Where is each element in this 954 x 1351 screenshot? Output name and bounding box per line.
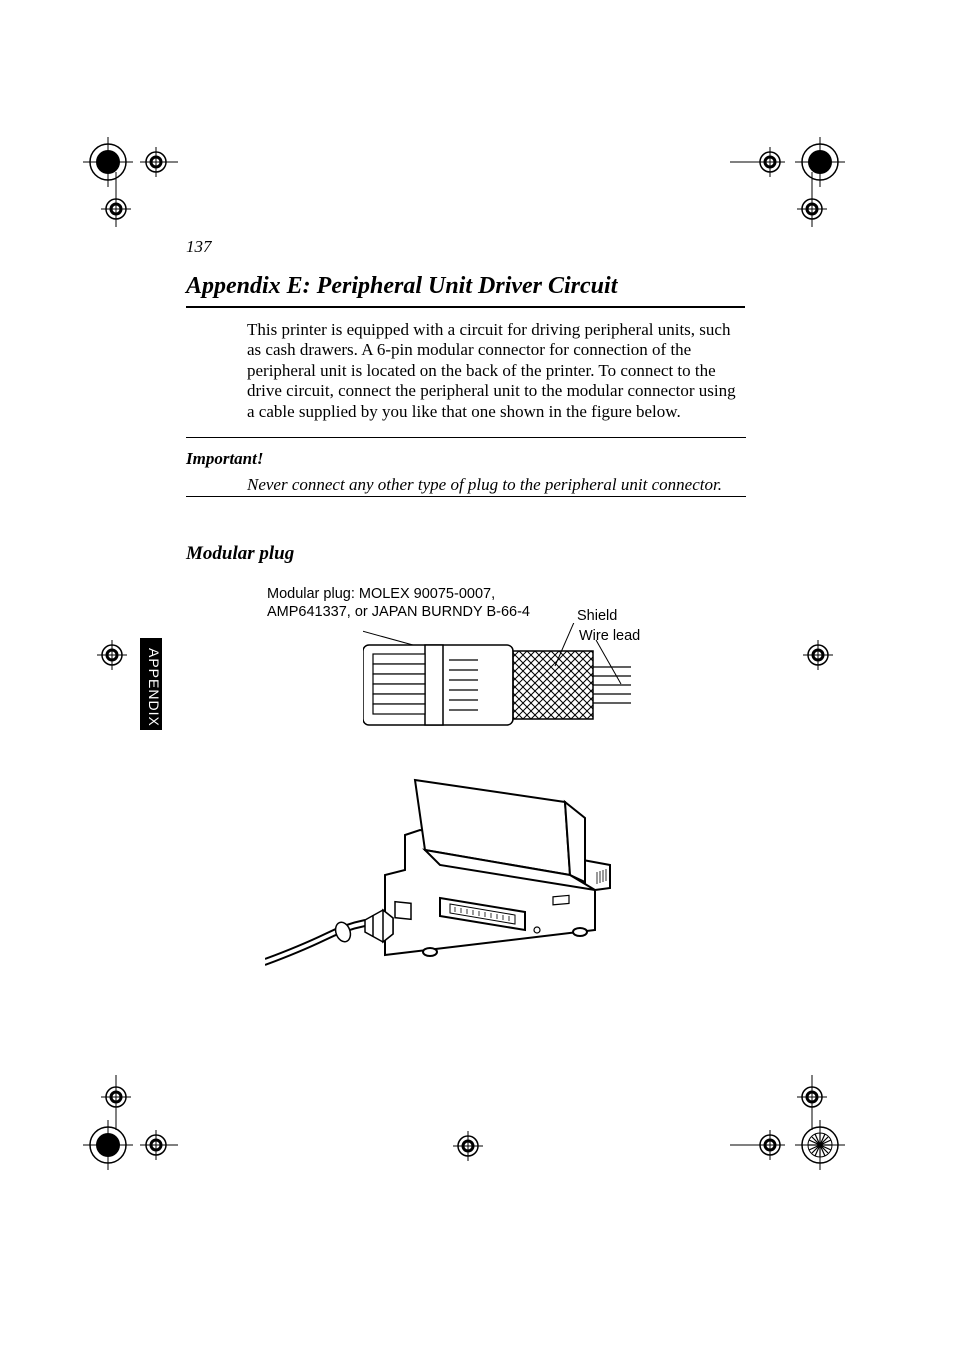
modular-plug-diagram bbox=[363, 623, 653, 743]
registration-mark-top-left bbox=[78, 117, 178, 227]
registration-mark-bottom-right bbox=[730, 1075, 860, 1185]
figure-caption: Modular plug: MOLEX 90075-0007, AMP64133… bbox=[267, 585, 530, 621]
page-number: 137 bbox=[186, 237, 212, 257]
figure-caption-line1: Modular plug: MOLEX 90075-0007, bbox=[267, 586, 495, 602]
registration-mark-mid-right bbox=[798, 640, 838, 680]
body-paragraph: This printer is equipped with a circuit … bbox=[247, 320, 744, 422]
appendix-title: Appendix E: Peripheral Unit Driver Circu… bbox=[186, 273, 745, 308]
shield-label: Shield bbox=[577, 608, 617, 624]
important-text: Never connect any other type of plug to … bbox=[247, 475, 744, 495]
side-tab: APPENDIX bbox=[140, 638, 162, 730]
divider-top bbox=[186, 437, 746, 438]
printer-diagram bbox=[265, 760, 665, 995]
important-label: Important! bbox=[186, 449, 263, 469]
registration-mark-top-right bbox=[730, 117, 860, 227]
registration-mark-bottom-left bbox=[78, 1075, 178, 1185]
registration-mark-bottom-center bbox=[448, 1126, 488, 1166]
registration-mark-mid-left bbox=[92, 640, 132, 680]
figure-caption-line2: AMP641337, or JAPAN BURNDY B-66-4 bbox=[267, 604, 530, 620]
section-heading: Modular plug bbox=[186, 543, 294, 565]
divider-bottom bbox=[186, 496, 746, 497]
